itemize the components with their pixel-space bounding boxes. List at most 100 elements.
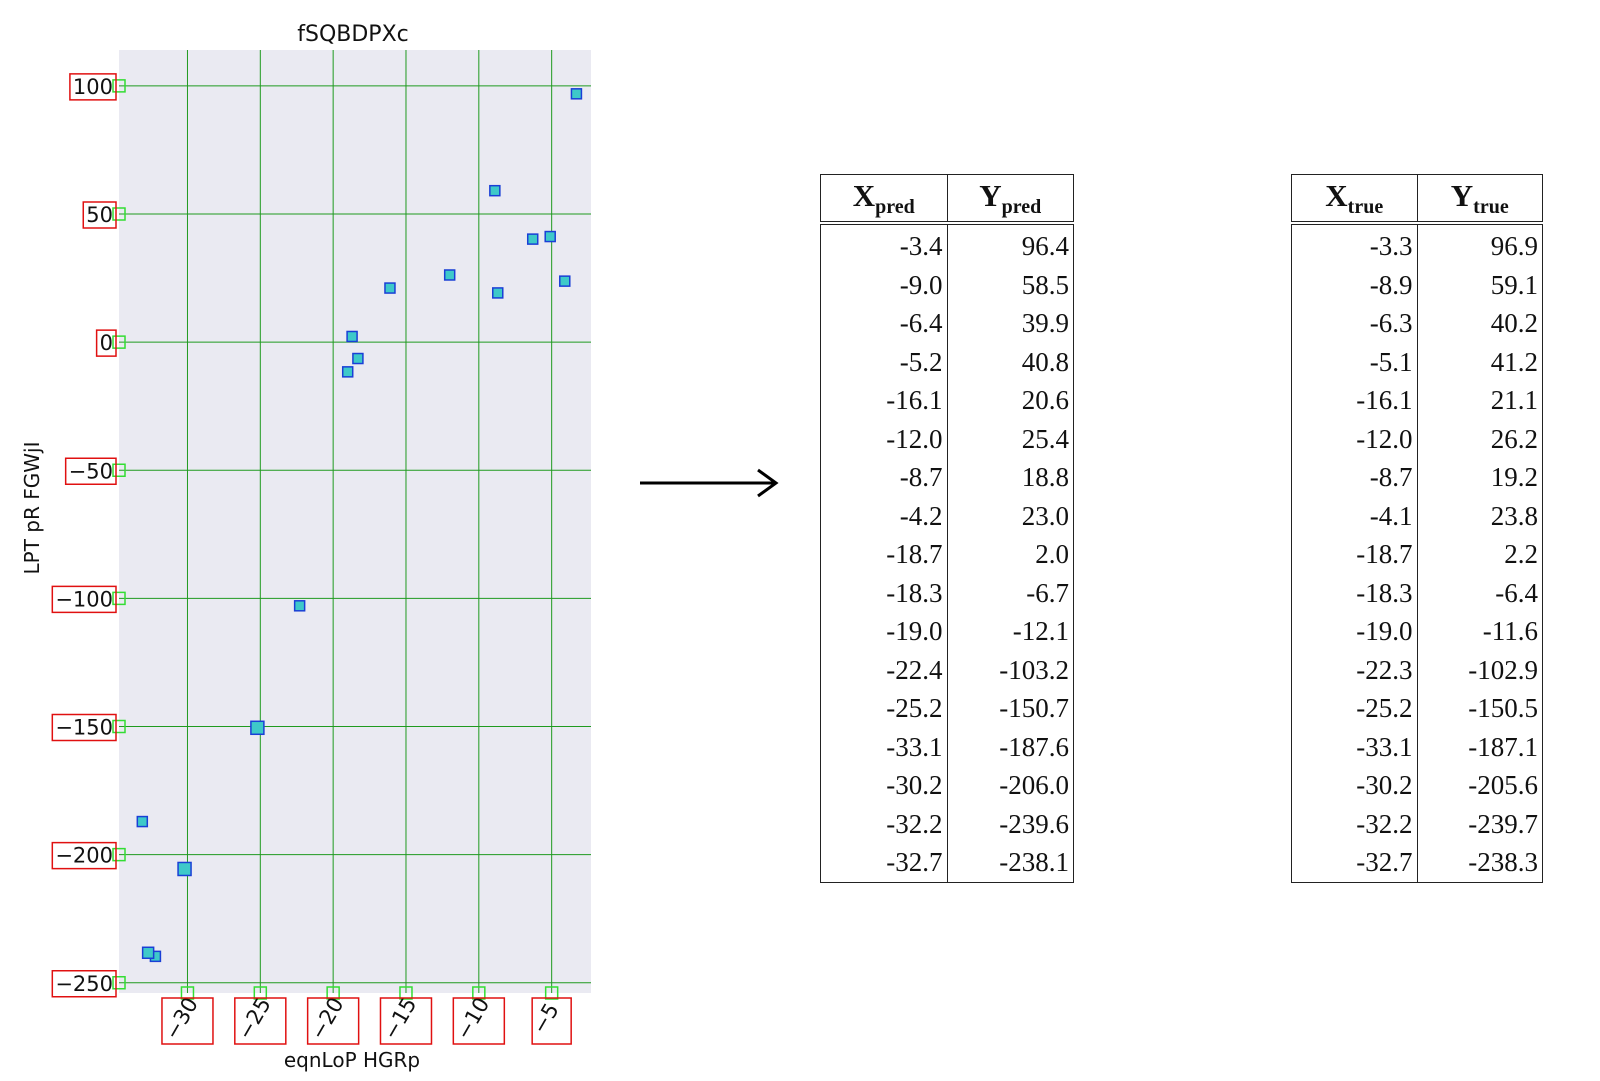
y-value-cell: 40.2 bbox=[1490, 308, 1538, 339]
table-row: -33.1 -187.1 bbox=[1291, 727, 1543, 766]
x-tick-mark bbox=[544, 986, 559, 1000]
table-row: -30.2 -206.0 bbox=[820, 766, 1074, 805]
data-point bbox=[346, 330, 358, 343]
x-value-cell: -18.7 bbox=[820, 535, 948, 574]
y-value-cell: -12.1 bbox=[1012, 616, 1069, 647]
predicted-values-table: Xpred Ypred -3.4 96.4 -9.0 58.5 -6.4 39.9 -5.2… bbox=[820, 174, 1074, 883]
x-value-cell: -5.1 bbox=[1291, 342, 1418, 381]
x-value-cell: -25.2 bbox=[820, 689, 948, 728]
y-tick-label-box bbox=[51, 841, 117, 870]
table-row: -12.0 25.4 bbox=[820, 419, 1074, 458]
y-value-cell: 18.8 bbox=[1021, 462, 1069, 493]
x-value-cell: -32.7 bbox=[820, 843, 948, 882]
x-value-cell: -18.3 bbox=[820, 573, 948, 612]
data-point bbox=[141, 946, 155, 960]
table-row: -22.3 -102.9 bbox=[1291, 650, 1543, 689]
y-value-cell: -238.3 bbox=[1468, 847, 1538, 878]
y-tick-label: −250 bbox=[55, 972, 113, 996]
data-point bbox=[492, 287, 504, 299]
x-tick-label: −15 bbox=[378, 993, 421, 1043]
table-row: -3.3 96.9 bbox=[1291, 223, 1543, 266]
table-row: -33.1 -187.6 bbox=[820, 727, 1074, 766]
y-value-cell: -11.6 bbox=[1482, 616, 1538, 647]
x-true-header: Xtrue bbox=[1291, 174, 1418, 225]
x-value-cell: -5.2 bbox=[820, 342, 948, 381]
y-pred-header: Ypred bbox=[947, 174, 1074, 225]
data-point bbox=[250, 720, 265, 736]
y-value-cell: 20.6 bbox=[1021, 385, 1069, 416]
x-tick-label: −30 bbox=[160, 993, 203, 1043]
y-value-cell: 19.2 bbox=[1490, 462, 1538, 493]
data-point bbox=[443, 269, 456, 281]
x-tick-label-box bbox=[234, 997, 287, 1045]
y-tick-label: −100 bbox=[55, 587, 113, 611]
x-value-cell: -6.4 bbox=[820, 304, 948, 343]
table-row: -32.7 -238.1 bbox=[820, 843, 1074, 882]
x-tick-label-box bbox=[379, 997, 433, 1045]
y-value-cell: -206.0 bbox=[999, 770, 1069, 801]
y-value-cell: -6.7 bbox=[1026, 577, 1069, 608]
data-point bbox=[559, 275, 571, 287]
y-tick-mark bbox=[112, 591, 126, 606]
y-value-cell: 26.2 bbox=[1490, 423, 1538, 454]
x-value-cell: -9.0 bbox=[820, 265, 948, 304]
x-value-cell: -8.7 bbox=[820, 458, 948, 497]
table-row: -6.3 40.2 bbox=[1291, 304, 1543, 343]
y-value-cell: -205.6 bbox=[1468, 770, 1538, 801]
table-row: -6.4 39.9 bbox=[820, 304, 1074, 343]
y-tick-label: 50 bbox=[86, 203, 113, 227]
y-value-cell: 96.4 bbox=[1021, 231, 1069, 262]
y-value-cell: 41.2 bbox=[1490, 346, 1538, 377]
table-row: -16.1 21.1 bbox=[1291, 381, 1543, 420]
data-point bbox=[177, 861, 192, 877]
data-point bbox=[136, 815, 149, 828]
y-tick-mark bbox=[112, 719, 126, 734]
y-tick-label-box bbox=[82, 201, 117, 229]
y-value-cell: -187.6 bbox=[999, 731, 1069, 762]
data-point bbox=[544, 230, 556, 243]
y-tick-label-box bbox=[51, 713, 117, 742]
x-tick-label: −20 bbox=[306, 993, 349, 1043]
table-row: -5.1 41.2 bbox=[1291, 342, 1543, 381]
data-point bbox=[341, 366, 354, 378]
y-tick-mark bbox=[112, 79, 126, 93]
y-value-cell: 58.5 bbox=[1021, 269, 1069, 300]
x-value-cell: -25.2 bbox=[1291, 689, 1418, 728]
x-value-cell: -8.7 bbox=[1291, 458, 1418, 497]
x-value-cell: -30.2 bbox=[1291, 766, 1418, 805]
data-point bbox=[293, 600, 306, 612]
y-value-cell: -187.1 bbox=[1468, 731, 1538, 762]
table-row: -18.7 2.0 bbox=[820, 535, 1074, 574]
y-tick-mark bbox=[112, 463, 126, 477]
table-row: -4.2 23.0 bbox=[820, 496, 1074, 535]
x-value-cell: -33.1 bbox=[1291, 727, 1418, 766]
y-tick-mark bbox=[112, 976, 126, 990]
table-row: -22.4 -103.2 bbox=[820, 650, 1074, 689]
table-row: -30.2 -205.6 bbox=[1291, 766, 1543, 805]
table-row: -5.2 40.8 bbox=[820, 342, 1074, 381]
y-value-cell: 2.2 bbox=[1504, 539, 1538, 570]
y-value-cell: 25.4 bbox=[1021, 423, 1069, 454]
y-true-header: Ytrue bbox=[1417, 174, 1543, 225]
x-tick-label-box bbox=[452, 997, 506, 1045]
y-tick-label-box bbox=[95, 329, 117, 357]
x-value-cell: -18.3 bbox=[1291, 573, 1418, 612]
true-values-table: Xtrue Ytrue -3.3 96.9 -8.9 59.1 -6.3 40.2 -5.1… bbox=[1291, 174, 1543, 883]
plot-background bbox=[119, 50, 591, 993]
x-value-cell: -30.2 bbox=[820, 766, 948, 805]
x-value-cell: -8.9 bbox=[1291, 265, 1418, 304]
y-tick-label-box bbox=[51, 585, 117, 614]
x-tick-mark bbox=[180, 986, 195, 1000]
x-tick-mark bbox=[326, 986, 340, 1000]
x-value-cell: -6.3 bbox=[1291, 304, 1418, 343]
x-value-cell: -32.7 bbox=[1291, 843, 1418, 882]
y-value-cell: 40.8 bbox=[1021, 346, 1069, 377]
y-value-cell: -103.2 bbox=[999, 654, 1069, 685]
table-row: -32.2 -239.6 bbox=[820, 804, 1074, 843]
x-tick-label: −25 bbox=[233, 993, 276, 1043]
x-tick-mark bbox=[472, 986, 486, 1000]
x-value-cell: -3.3 bbox=[1291, 223, 1418, 266]
y-tick-label-box bbox=[64, 457, 117, 485]
table-row: -8.7 18.8 bbox=[820, 458, 1074, 497]
x-tick-mark bbox=[253, 986, 268, 1000]
